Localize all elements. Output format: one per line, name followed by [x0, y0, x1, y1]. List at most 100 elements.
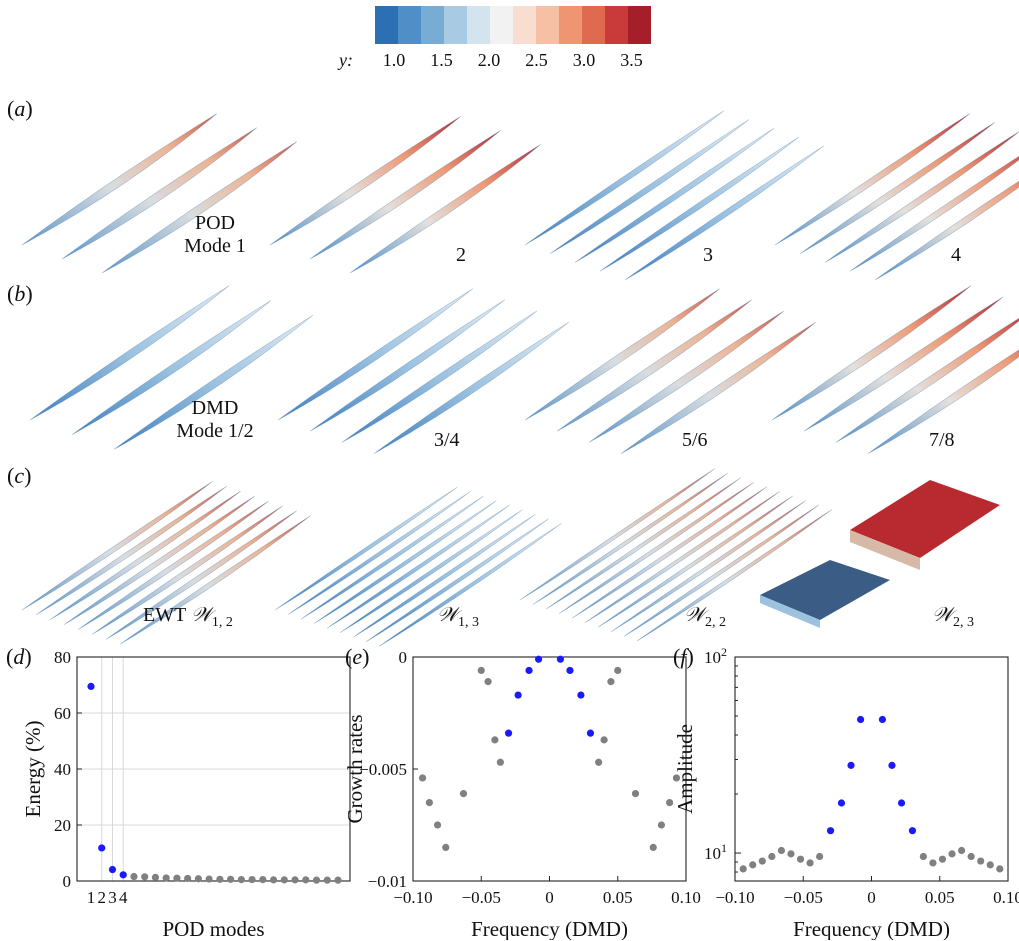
data-point	[856, 715, 865, 724]
viz-panel	[519, 468, 833, 642]
streak-shape	[556, 299, 753, 432]
streak-shape	[287, 491, 471, 615]
data-point	[577, 691, 585, 699]
streak-shape	[524, 110, 725, 246]
data-point	[957, 846, 966, 855]
y-tick-label: 102	[704, 645, 727, 667]
streak-shape	[624, 145, 825, 281]
colorbar-swatches	[375, 6, 651, 44]
data-point	[657, 821, 666, 829]
data-point	[514, 691, 522, 699]
streak-shape	[77, 500, 269, 630]
x-tick-label: 0.05	[925, 888, 955, 907]
cluster-bottom	[760, 560, 890, 620]
viz-panel	[524, 110, 825, 281]
streak-shape	[105, 510, 297, 640]
panel-label-e: (e)	[345, 644, 369, 669]
streak-shape	[803, 296, 1004, 432]
caption-c-3: 𝒲2, 2	[684, 604, 726, 630]
streak-shape	[636, 509, 833, 642]
colorbar-swatch	[467, 6, 491, 44]
colorbar-swatch	[444, 6, 468, 44]
y-axis-label: Amplitude	[673, 724, 697, 814]
caption-b-4: 7/8	[929, 429, 955, 451]
data-point	[837, 799, 846, 807]
data-point	[967, 852, 975, 861]
caption-a-3: 3	[703, 244, 713, 266]
streak-shape	[835, 317, 1019, 443]
streak-shape	[824, 131, 1019, 263]
y-tick-label: 60	[54, 704, 71, 723]
data-point	[459, 790, 468, 798]
caption-c-4: 𝒲2, 3	[932, 604, 974, 630]
viz-panel	[269, 116, 541, 274]
streak-shape	[21, 113, 218, 246]
colorbar-swatch	[559, 6, 583, 44]
streak-shape	[599, 136, 800, 272]
data-point	[484, 678, 492, 686]
x-tick-label: −0.05	[462, 888, 501, 907]
streak-shape	[313, 500, 497, 624]
axes-box	[412, 656, 687, 882]
streak-shape	[378, 523, 562, 647]
data-point	[826, 827, 835, 835]
data-point	[878, 715, 887, 724]
colorbar-variable-label: y:	[339, 50, 353, 70]
streak-shape	[352, 514, 536, 638]
data-point	[777, 846, 786, 855]
streak-shape	[584, 491, 781, 624]
y-tick-label: 101	[704, 841, 727, 863]
data-charts: 0 20 40 60 80 1 2 3 4 POD modes Energy (%) (d) −0.10…	[6, 644, 1019, 940]
streak-shape	[545, 477, 742, 610]
streak-shape	[339, 509, 523, 634]
streak-shape	[549, 119, 750, 255]
streak-shape	[49, 490, 241, 621]
streak-shape	[365, 518, 549, 643]
colorbar: y: 1.0 1.5 2.0 2.5 3.0 3.5	[0, 0, 1019, 80]
data-point	[897, 799, 906, 807]
streak-shape	[771, 285, 972, 421]
colorbar-tick-label: 3.0	[572, 50, 596, 70]
flow-structure-visualisations	[21, 110, 1019, 647]
streak-shape	[558, 481, 755, 614]
data-point	[496, 758, 504, 766]
streak-shape	[91, 505, 283, 635]
data-point	[847, 761, 855, 769]
data-point	[334, 876, 342, 884]
data-point	[908, 827, 917, 835]
colorbar-tick-label: 1.5	[430, 50, 453, 70]
y-tick-label: 80	[54, 648, 71, 667]
data-point	[504, 729, 513, 737]
streak-shape	[588, 310, 785, 443]
caption-a-1-line1: POD	[194, 212, 235, 234]
streak-shape	[349, 144, 541, 274]
data-point	[323, 876, 331, 884]
data-point	[162, 874, 170, 882]
axes-box	[734, 656, 1009, 882]
viz-panel	[524, 288, 817, 454]
y-axis-label: Growth rates	[343, 714, 367, 823]
streak-shape	[274, 486, 458, 611]
x-tick-label: 0	[867, 888, 876, 907]
caption-c-2: 𝒲1, 3	[437, 604, 479, 630]
panel-label-b: (b)	[7, 281, 33, 306]
streak-shape	[867, 349, 1019, 454]
streak-shape	[269, 116, 461, 246]
streak-shape	[29, 285, 230, 421]
data-point	[996, 865, 1004, 873]
colorbar-swatch	[513, 6, 537, 44]
colorbar-swatch	[421, 6, 445, 44]
streak-shape	[119, 515, 311, 645]
data-point	[491, 736, 499, 744]
data-point	[672, 774, 681, 782]
y-tick-label: −0.01	[368, 872, 407, 891]
streak-shape	[574, 128, 775, 263]
streak-shape	[71, 300, 272, 435]
y-tick-label: 0	[63, 872, 72, 891]
x-tick-label: 0	[545, 888, 554, 907]
data-point	[758, 857, 766, 865]
viz-panel	[21, 481, 311, 645]
y-tick-label: 40	[54, 760, 71, 779]
data-point	[666, 799, 674, 807]
caption-a-4: 4	[951, 244, 961, 266]
